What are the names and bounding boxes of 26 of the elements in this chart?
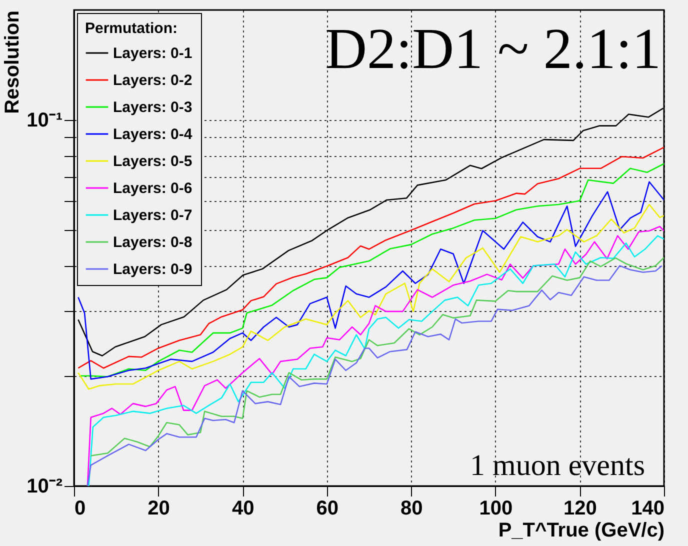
legend-label: Layers: 0-4 — [113, 126, 193, 143]
legend-label: Layers: 0-6 — [113, 180, 192, 197]
annotation: 1 muon events — [470, 449, 645, 482]
x-axis-title: P_T^True (GeV/c) — [498, 520, 664, 542]
y-axis-title: Resolution — [2, 10, 24, 114]
x-tick-label: 100 — [479, 498, 513, 520]
x-tick-label: 120 — [564, 498, 597, 520]
annotation: D2:D1 ~ 2.1:1 — [325, 16, 661, 81]
x-tick-label: 60 — [316, 498, 338, 520]
legend-title: Permutation: — [85, 20, 178, 37]
legend-label: Layers: 0-5 — [113, 153, 192, 170]
x-tick-label: 20 — [148, 498, 170, 520]
line-series — [90, 256, 664, 456]
x-tick-label: 80 — [400, 498, 423, 520]
legend-label: Layers: 0-2 — [113, 72, 192, 89]
legend-label: Layers: 0-7 — [113, 207, 192, 224]
y-tick-label: 10⁻¹ — [26, 110, 63, 132]
line-series — [78, 204, 664, 390]
legend-label: Layers: 0-9 — [113, 261, 192, 278]
x-tick-label: 40 — [232, 498, 254, 520]
legend-label: Layers: 0-8 — [113, 234, 192, 251]
y-tick-label: 10⁻² — [26, 476, 63, 498]
legend-label: Layers: 0-3 — [113, 99, 192, 116]
legend-label: Layers: 0-1 — [113, 45, 192, 62]
x-tick-label: 0 — [74, 498, 86, 520]
x-tick-label: 140 — [631, 498, 664, 520]
